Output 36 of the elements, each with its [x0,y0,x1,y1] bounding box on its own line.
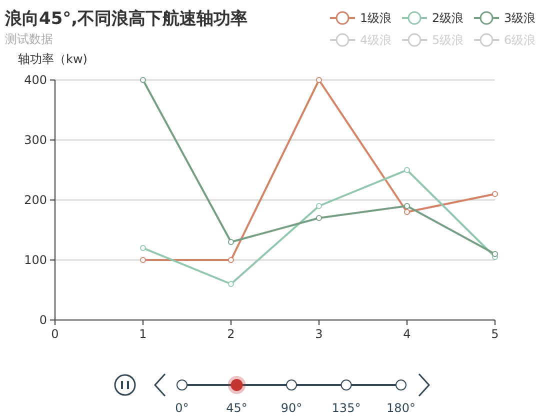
x-tick-label: 1 [139,327,147,341]
text: 180° [386,401,416,415]
chart-subtitle: 测试数据 [5,32,53,46]
point [404,167,410,173]
point [492,191,498,197]
point [404,203,410,209]
point [228,281,234,287]
point [316,77,322,83]
text: 135° [332,401,361,415]
text: 90° [280,401,302,415]
legend-label: 1级浪 [360,11,392,25]
point [316,215,322,221]
point [492,251,498,257]
point [140,77,146,83]
x-tick-label: 4 [403,327,411,341]
y-tick-label: 300 [24,133,47,147]
point [228,239,234,245]
point [228,257,234,263]
text: 0° [175,401,189,415]
x-tick-label: 3 [315,327,323,341]
chart-title: 浪向45°,不同浪高下航速轴功率 [4,9,248,29]
x-tick-label: 2 [227,327,235,341]
y-tick-label: 0 [39,313,47,327]
y-tick-label: 200 [24,193,47,207]
point [316,203,322,209]
point [404,209,410,215]
y-tick-label: 100 [24,253,47,267]
legend-label: 2级浪 [432,11,464,25]
text: 45° [226,401,248,415]
x-tick-label: 5 [491,327,499,341]
point [140,257,146,263]
y-tick-label: 400 [24,73,47,87]
legend-label: 3级浪 [504,11,536,25]
y-axis-title: 轴功率（kw) [18,52,88,66]
x-tick-label: 0 [51,327,59,341]
point [140,245,146,251]
